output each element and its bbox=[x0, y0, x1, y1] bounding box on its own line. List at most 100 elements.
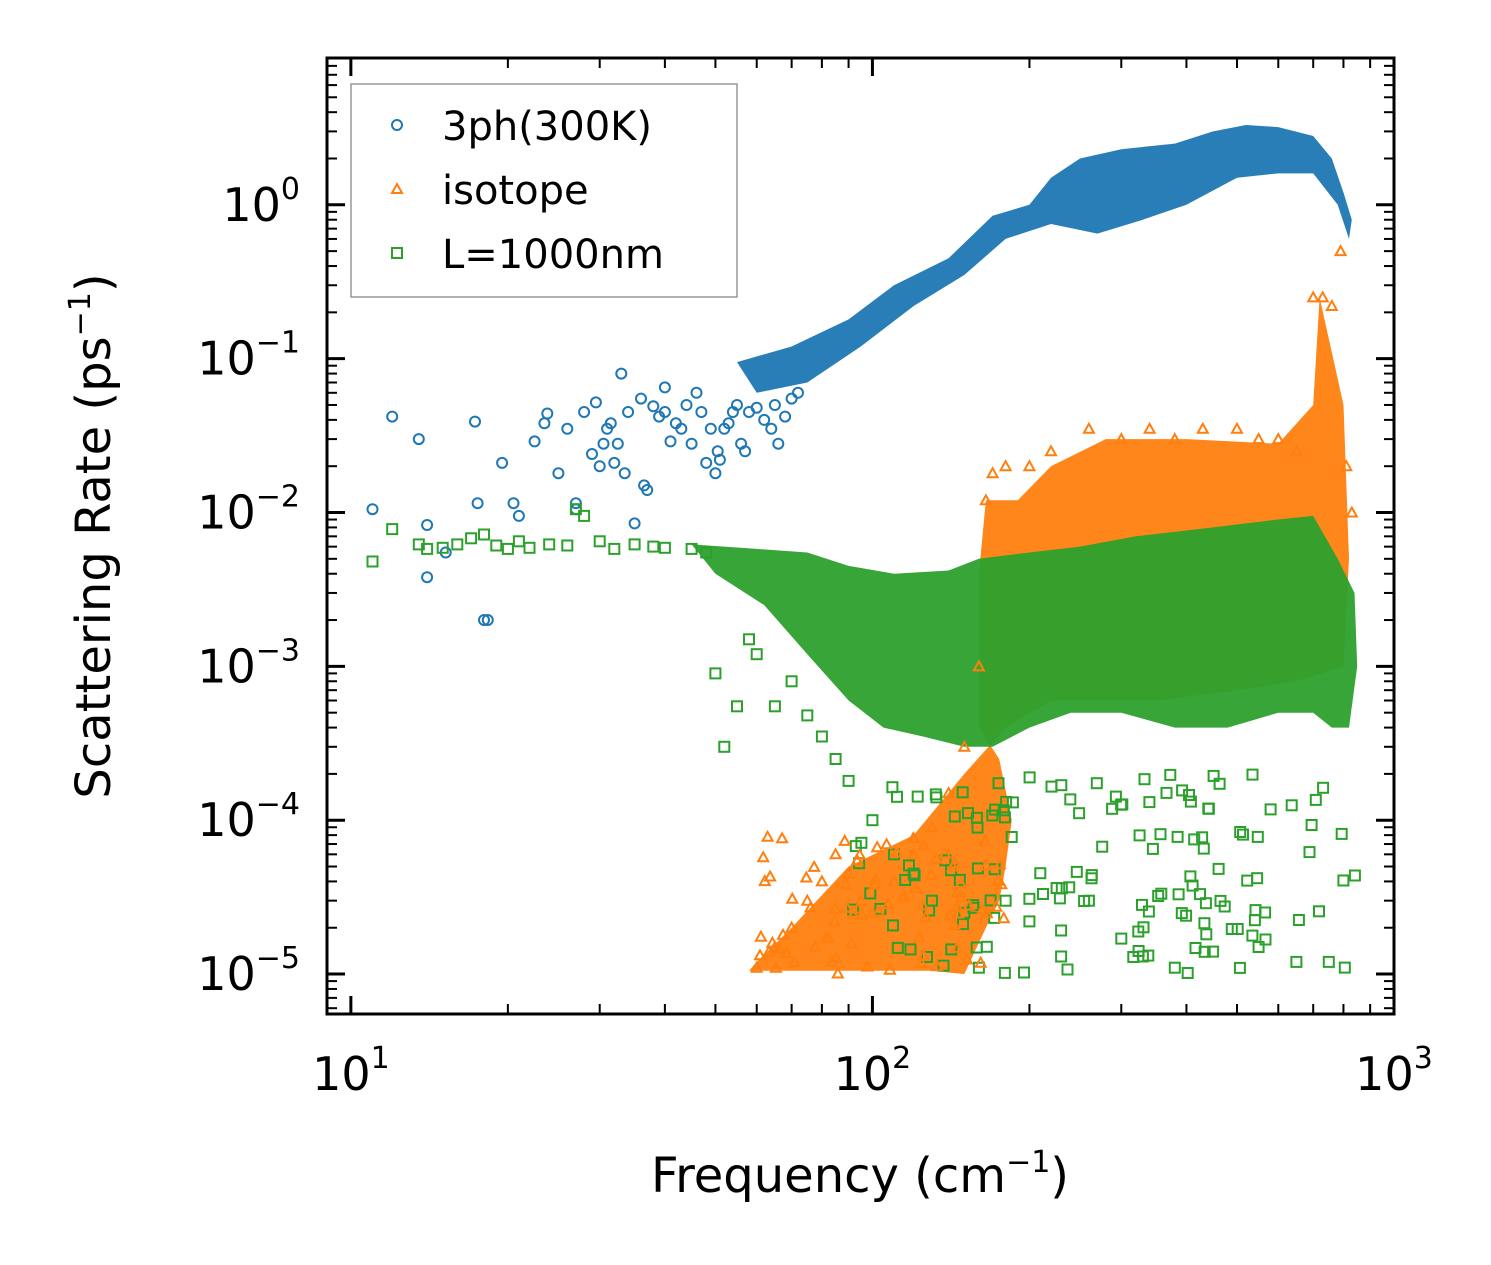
3ph-point bbox=[772, 437, 785, 450]
y-tick-label: 100 bbox=[222, 172, 300, 232]
l1000nm-point bbox=[1070, 865, 1083, 878]
isotope-point bbox=[1251, 432, 1266, 445]
l1000nm-point bbox=[1146, 842, 1159, 855]
l1000nm-point bbox=[1171, 830, 1184, 843]
l1000nm-point bbox=[1186, 879, 1199, 892]
isotope-point bbox=[994, 877, 1008, 890]
l1000nm-point bbox=[478, 528, 490, 541]
isotope-point bbox=[784, 920, 799, 933]
l1000nm-point bbox=[1303, 846, 1316, 859]
l1000nm-point bbox=[1133, 829, 1146, 842]
3ph-point bbox=[792, 386, 804, 399]
3ph-point bbox=[711, 445, 724, 458]
l1000nm-point bbox=[1164, 768, 1177, 781]
isotope-point bbox=[1044, 444, 1058, 457]
l1000nm-point bbox=[1264, 803, 1277, 816]
l1000nm-point bbox=[1078, 895, 1091, 907]
isotope-point bbox=[979, 493, 993, 506]
l1000nm-point bbox=[956, 786, 969, 799]
isotope-point bbox=[854, 893, 868, 906]
l1000nm-point bbox=[1212, 862, 1225, 875]
isotope-point bbox=[1142, 421, 1157, 434]
3ph-point bbox=[589, 396, 602, 409]
isotope-point bbox=[912, 930, 926, 943]
isotope-point bbox=[840, 900, 854, 913]
y-tick-label: 10−2 bbox=[197, 480, 300, 540]
l1000nm-point bbox=[366, 555, 379, 568]
isotope-point bbox=[828, 901, 842, 914]
l1000nm-point bbox=[1188, 833, 1201, 846]
l1000nm-point bbox=[1106, 802, 1119, 815]
l1000nm-point bbox=[1313, 905, 1325, 918]
isotope-point bbox=[1316, 290, 1330, 303]
isotope-point bbox=[974, 955, 988, 968]
isotope-point bbox=[800, 893, 814, 906]
isotope-point bbox=[841, 866, 856, 879]
3ph-point bbox=[779, 410, 792, 423]
3ph-point bbox=[471, 497, 484, 510]
l1000nm-point bbox=[1168, 961, 1181, 974]
l1000nm-point bbox=[998, 811, 1011, 824]
l1000nm-point bbox=[891, 790, 903, 803]
y-tick-label: 10−4 bbox=[197, 787, 300, 847]
legend-marker-isotope bbox=[390, 181, 404, 194]
isotope-point bbox=[957, 739, 971, 752]
isotope-point bbox=[838, 833, 852, 846]
isotope-point bbox=[1339, 459, 1353, 472]
l1000nm-point bbox=[1231, 923, 1244, 935]
isotope-point bbox=[831, 966, 845, 979]
isotope-point bbox=[960, 952, 974, 965]
l1000nm-point bbox=[1085, 869, 1098, 882]
l1000nm-point bbox=[921, 951, 933, 963]
l1000nm-point bbox=[768, 700, 781, 713]
l1000nm-point bbox=[948, 810, 961, 823]
axis-ticks bbox=[326, 57, 1394, 1014]
isotope-point bbox=[762, 944, 776, 957]
legend-label-isotope: isotope bbox=[442, 168, 589, 214]
isotope-point bbox=[1289, 444, 1304, 457]
l1000nm-point bbox=[1143, 796, 1156, 809]
isotope-point bbox=[1168, 432, 1182, 445]
3ph-point bbox=[611, 437, 624, 450]
isotope-point bbox=[907, 847, 921, 860]
l1000nm-point bbox=[1213, 777, 1226, 790]
isotope-point bbox=[978, 833, 992, 846]
isotope-point bbox=[803, 900, 818, 913]
3ph-point bbox=[622, 406, 635, 418]
l1000nm-point bbox=[685, 542, 698, 555]
x-tick-label: 101 bbox=[312, 1041, 390, 1101]
l1000nm-point bbox=[1207, 945, 1220, 958]
isotope-point bbox=[775, 831, 789, 844]
isotope-point bbox=[787, 955, 802, 968]
l1000nm-point bbox=[980, 940, 993, 953]
isotope-point bbox=[890, 845, 904, 858]
isotope-point bbox=[846, 907, 861, 920]
x-tick-label: 103 bbox=[1355, 1041, 1433, 1101]
isotope-point bbox=[979, 858, 993, 871]
l1000nm-point bbox=[984, 894, 997, 907]
isotope-point bbox=[785, 891, 799, 904]
l1000nm-point bbox=[929, 788, 942, 801]
3ph-point bbox=[469, 415, 481, 428]
isotope-point bbox=[819, 930, 833, 943]
l1000nm-point bbox=[1292, 914, 1305, 926]
isotope-point bbox=[887, 874, 901, 887]
isotope-point bbox=[839, 877, 853, 890]
3ph-point bbox=[561, 422, 574, 435]
l1000nm-point bbox=[386, 523, 399, 536]
l1000nm-dense-band bbox=[691, 515, 1358, 747]
isotope-point bbox=[815, 874, 829, 887]
isotope-point bbox=[850, 853, 864, 866]
l1000nm-point bbox=[1132, 945, 1145, 957]
isotope-point bbox=[860, 959, 874, 972]
isotope-point bbox=[1196, 421, 1210, 434]
3ph-point bbox=[690, 386, 703, 399]
isotope-point bbox=[1230, 421, 1244, 434]
3ph-point bbox=[597, 437, 610, 450]
legend: 3ph(300K) isotope L=1000nm bbox=[350, 83, 738, 298]
isotope-point bbox=[943, 908, 957, 921]
l1000nm-point bbox=[490, 539, 503, 552]
isotope-point bbox=[1325, 298, 1339, 311]
l1000nm-point bbox=[1196, 831, 1209, 844]
